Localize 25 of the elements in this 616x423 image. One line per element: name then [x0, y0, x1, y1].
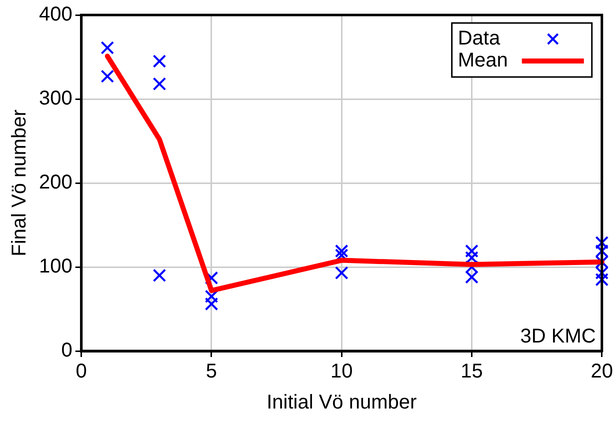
- point: [334, 266, 348, 280]
- y-tick-label: 300: [38, 88, 72, 110]
- x-axis-title: Initial Vö number: [266, 392, 417, 414]
- x-tick-label: 0: [76, 360, 87, 383]
- point: [595, 272, 609, 286]
- point: [204, 271, 218, 285]
- legend-label: Mean: [458, 50, 508, 72]
- x-tick-label: 5: [206, 360, 218, 383]
- point: [152, 268, 166, 282]
- point: [100, 41, 114, 54]
- y-tick-label: 0: [61, 340, 72, 362]
- y-tick-label: 200: [38, 172, 72, 194]
- y-axis-title: Final Vö number: [8, 109, 31, 256]
- y-tick-label: 100: [38, 256, 72, 278]
- x-tick-label: 10: [330, 360, 353, 383]
- point: [152, 77, 166, 91]
- y-tick-label: 400: [38, 4, 72, 26]
- annotation: 3D KMC: [520, 326, 596, 348]
- point: [465, 244, 478, 258]
- point: [152, 54, 166, 68]
- point: [100, 70, 114, 83]
- x-tick-label: 20: [590, 360, 613, 383]
- point: [334, 244, 348, 258]
- x-tick-label: 15: [460, 360, 483, 383]
- legend-label: Data: [458, 28, 501, 50]
